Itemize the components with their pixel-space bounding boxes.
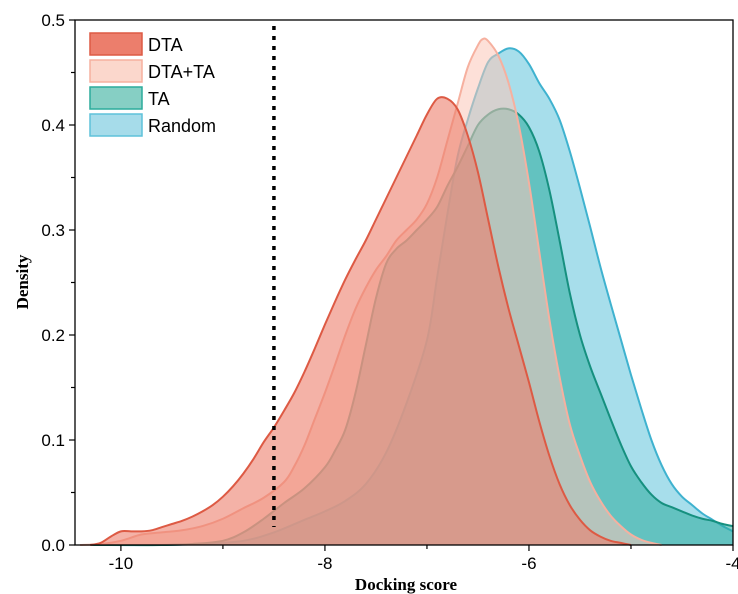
axes-layer: -10 -8 -6 -4 0.0 0.1 0.2 0.3 0.4 0.5: [41, 11, 738, 573]
y-tick-label: 0.1: [41, 431, 65, 450]
legend-label-ta: TA: [148, 89, 170, 109]
y-tick-label: 0.5: [41, 11, 65, 30]
x-tick-label: -10: [109, 554, 134, 573]
y-tick-label: 0.3: [41, 221, 65, 240]
legend-label-random: Random: [148, 116, 216, 136]
x-axis-title: Docking score: [355, 575, 458, 594]
y-tick-label: 0.4: [41, 116, 65, 135]
legend-swatch-ta: [89, 86, 143, 110]
density-area-dta: [90, 97, 631, 545]
y-tick-label: 0.2: [41, 326, 65, 345]
legend-swatch-dta-ta: [89, 59, 143, 83]
legend: DTA DTA+TA TA Random: [89, 32, 216, 137]
legend-label-dta-ta: DTA+TA: [148, 62, 215, 82]
y-tick-label: 0.0: [41, 536, 65, 555]
y-axis-title: Density: [13, 254, 32, 309]
legend-label-dta: DTA: [148, 35, 183, 55]
x-tick-label: -8: [317, 554, 332, 573]
x-tick-label: -6: [521, 554, 536, 573]
legend-swatch-random: [89, 113, 143, 137]
x-tick-label: -4: [725, 554, 738, 573]
series-layer: [80, 37, 734, 547]
legend-swatch-dta: [89, 32, 143, 56]
density-line-dta: [90, 96, 632, 546]
